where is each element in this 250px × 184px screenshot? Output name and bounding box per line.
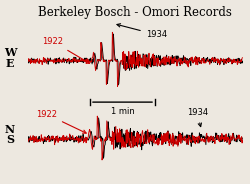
Text: N
S: N S bbox=[5, 124, 15, 145]
Text: 1934: 1934 bbox=[186, 109, 208, 127]
Text: 1922: 1922 bbox=[42, 37, 90, 63]
Text: 1934: 1934 bbox=[117, 24, 167, 39]
Text: Berkeley Bosch - Omori Records: Berkeley Bosch - Omori Records bbox=[38, 6, 232, 19]
Text: 1922: 1922 bbox=[36, 110, 86, 133]
Text: W
E: W E bbox=[4, 47, 16, 68]
Text: 1 min: 1 min bbox=[110, 107, 134, 116]
